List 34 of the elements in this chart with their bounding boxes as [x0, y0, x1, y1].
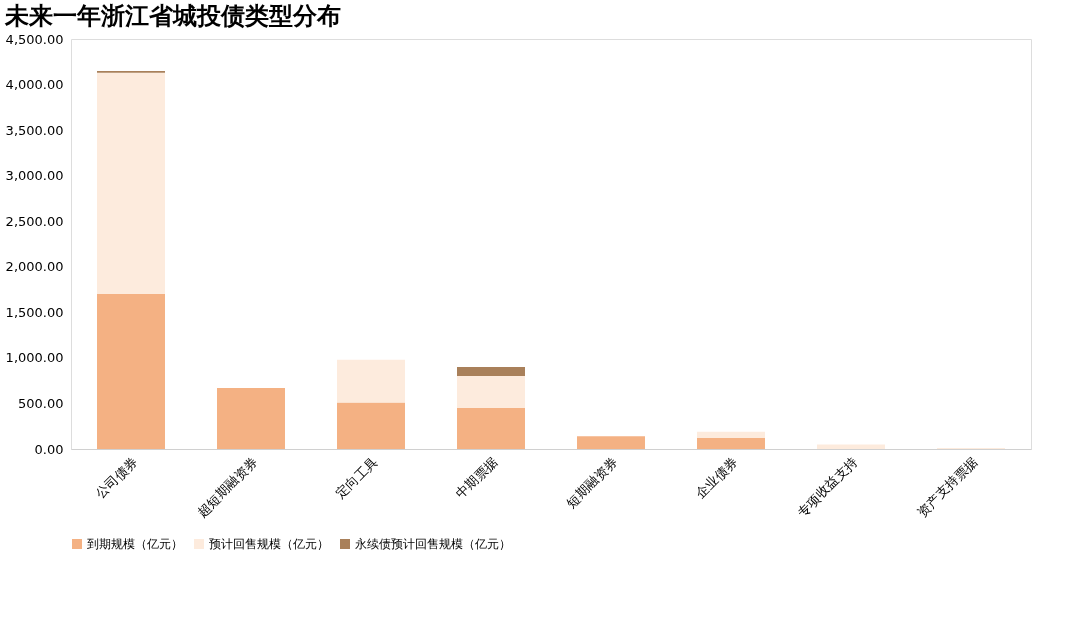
x-tick-label: 专项收益支持: [794, 454, 861, 520]
y-tick-label: 4,000.00: [5, 77, 64, 93]
bar: [97, 294, 165, 449]
legend-label: 到期规模（亿元）: [87, 537, 183, 551]
bar: [577, 436, 645, 449]
y-tick-label: 3,000.00: [5, 168, 64, 184]
bar: [97, 72, 165, 295]
x-tick-label: 资产支持票据: [914, 454, 981, 520]
y-tick-label: 3,500.00: [5, 122, 64, 138]
x-tick-label: 企业债券: [692, 454, 741, 502]
bar: [817, 444, 885, 449]
bar: [457, 408, 525, 449]
x-tick-label: 公司债券: [92, 454, 141, 502]
chart-title: 未来一年浙江省城投债类型分布: [4, 2, 342, 30]
x-tick-label: 定向工具: [332, 454, 381, 502]
y-tick-label: 500.00: [18, 395, 64, 411]
legend-label: 预计回售规模（亿元）: [209, 537, 329, 551]
bar: [337, 359, 405, 403]
bar: [697, 438, 765, 449]
legend-label: 永续债预计回售规模（亿元）: [355, 537, 511, 551]
bar: [457, 376, 525, 408]
x-tick-label: 超短期融资券: [194, 454, 261, 520]
bar: [457, 367, 525, 377]
y-tick-label: 1,500.00: [5, 304, 64, 320]
y-tick-label: 2,000.00: [5, 259, 64, 275]
x-tick-label: 中期票据: [452, 454, 501, 502]
y-tick-label: 2,500.00: [5, 213, 64, 229]
bar: [217, 387, 285, 449]
bar: [697, 431, 765, 439]
y-tick-label: 4,500.00: [5, 31, 64, 47]
y-tick-label: 0.00: [34, 441, 64, 457]
y-tick-label: 1,000.00: [5, 350, 64, 366]
bar: [337, 402, 405, 449]
x-tick-label: 短期融资券: [563, 454, 621, 511]
